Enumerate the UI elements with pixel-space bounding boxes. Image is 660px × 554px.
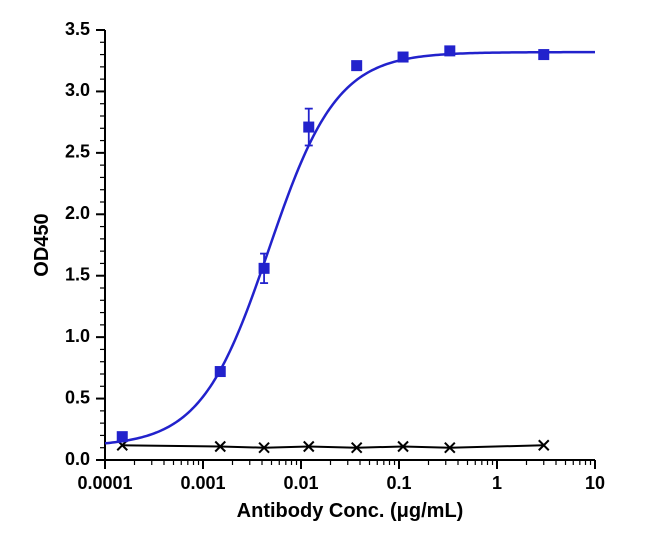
- y-tick-label: 3.5: [65, 19, 90, 39]
- response-point: [352, 61, 362, 71]
- y-tick-label: 0.0: [65, 449, 90, 469]
- response-point: [539, 50, 549, 60]
- x-axis-label: Antibody Conc. (μg/mL): [237, 500, 464, 522]
- x-tick-label: 10: [585, 473, 605, 493]
- y-tick-label: 1.0: [65, 326, 90, 346]
- response-point: [117, 432, 127, 442]
- x-tick-label: 0.001: [180, 473, 225, 493]
- response-point: [215, 367, 225, 377]
- od450-dose-response-chart: 0.0 0.5 1.0 1.5 2.0 2.5 3.0 3.5 0.0001 0.001 0.01 0…: [0, 0, 660, 554]
- x-tick-label: 0.01: [283, 473, 318, 493]
- y-tick-label: 0.5: [65, 387, 90, 407]
- y-tick-label: 2.5: [65, 142, 90, 162]
- x-tick-label: 0.0001: [77, 473, 132, 493]
- y-tick-label: 2.0: [65, 203, 90, 223]
- x-tick-label: 0.1: [386, 473, 411, 493]
- y-tick-label: 1.5: [65, 264, 90, 284]
- response-point: [445, 46, 455, 56]
- y-axis-label: OD450: [31, 213, 53, 276]
- x-tick-label: 1: [492, 473, 502, 493]
- plot-background: [0, 0, 660, 554]
- chart-container: 0.0 0.5 1.0 1.5 2.0 2.5 3.0 3.5 0.0001 0.001 0.01 0…: [0, 0, 660, 554]
- response-point: [398, 52, 408, 62]
- y-tick-label: 3.0: [65, 80, 90, 100]
